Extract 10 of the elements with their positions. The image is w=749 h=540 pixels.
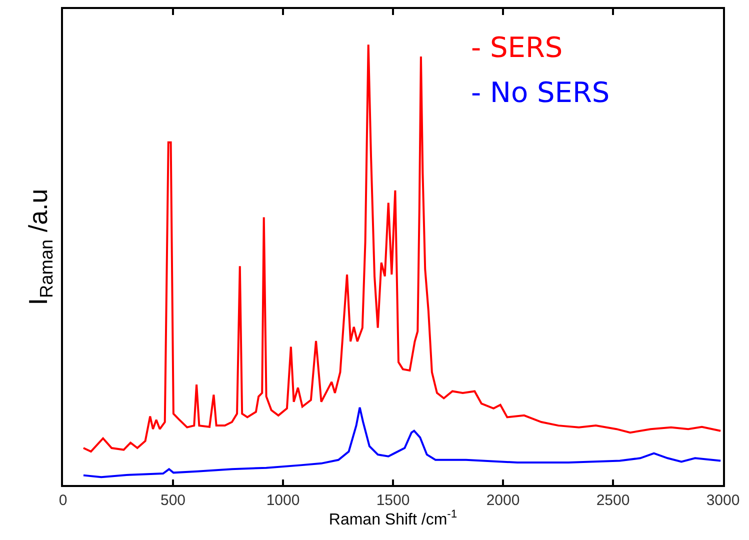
x-tick-label: 2000 <box>486 492 520 509</box>
x-tick-label: 1500 <box>376 492 410 509</box>
series-label: - SERS <box>471 31 563 64</box>
x-tick-label: 0 <box>58 492 68 509</box>
x-axis-title: Raman Shift /cm$^{-1}$ <box>328 508 458 528</box>
x-tick-label: 3000 <box>706 492 740 509</box>
x-tick-label: 500 <box>160 492 186 509</box>
x-tick-label: 1000 <box>266 492 300 509</box>
x-tick-label: 2500 <box>596 492 630 509</box>
text: - No SERS <box>471 76 610 109</box>
